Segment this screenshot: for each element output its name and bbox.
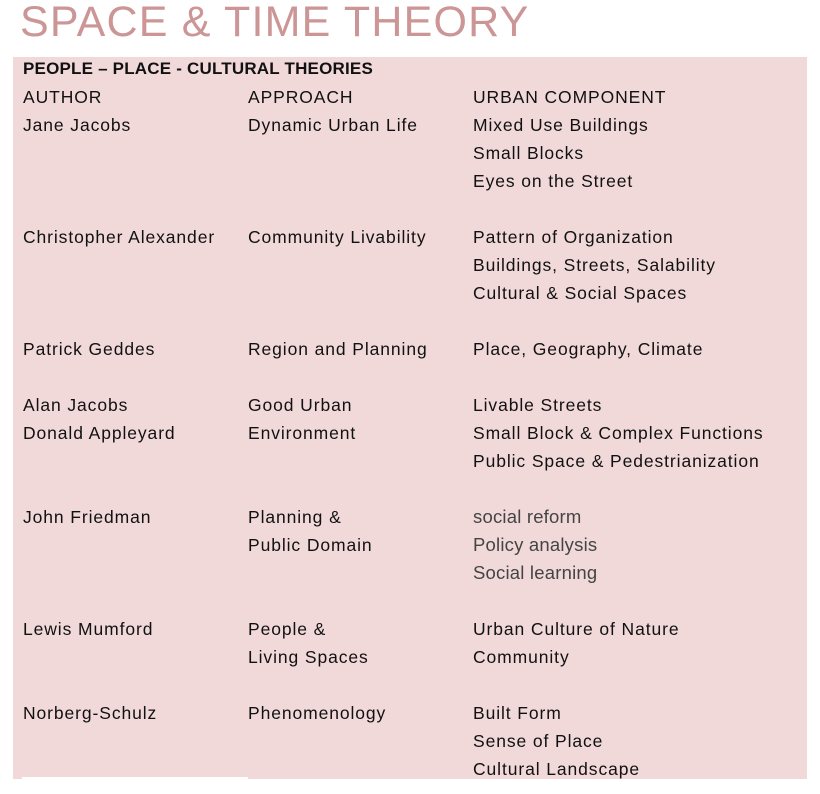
- row-spacer: [23, 363, 803, 391]
- component-line: Livable Streets: [473, 395, 603, 415]
- approach-line: Phenomenology: [248, 703, 387, 723]
- approach-cell: Phenomenology: [248, 699, 473, 783]
- table-row: Christopher Alexander Community Livabilit…: [23, 223, 803, 307]
- author-cell: Christopher Alexander: [23, 223, 248, 307]
- approach-line: Dynamic Urban Life: [248, 115, 418, 135]
- component-line: Eyes on the Street: [473, 171, 634, 191]
- component-cell: Mixed Use Buildings Small Blocks Eyes on t…: [473, 111, 803, 195]
- component-line: Policy analysis: [473, 534, 598, 555]
- component-line: Built Form: [473, 703, 562, 723]
- row-spacer: [23, 671, 803, 699]
- approach-line: People &: [248, 619, 327, 639]
- approach-line: Good Urban: [248, 395, 353, 415]
- author-cell: Jane Jacobs: [23, 111, 248, 195]
- component-line: Social learning: [473, 562, 598, 583]
- component-cell: Urban Culture of Nature Community: [473, 615, 803, 671]
- component-cell: social reform Policy analysis Social learn…: [473, 503, 803, 587]
- section-subtitle: PEOPLE – PLACE - CULTURAL THEORIES: [23, 59, 373, 78]
- author-line: Jane Jacobs: [23, 115, 132, 135]
- approach-line: Living Spaces: [248, 647, 369, 667]
- table-row: Lewis Mumford People & Living Spaces Urban …: [23, 615, 803, 671]
- header-approach: APPROACH: [248, 87, 354, 107]
- component-cell: Place, Geography, Climate: [473, 335, 803, 363]
- approach-cell: Planning & Public Domain: [248, 503, 473, 587]
- approach-cell: Region and Planning: [248, 335, 473, 363]
- theory-table: AUTHOR APPROACH URBAN COMPONENT Jane Jac…: [23, 83, 803, 783]
- header-urban-component: URBAN COMPONENT: [473, 87, 667, 107]
- approach-line: Planning &: [248, 507, 342, 527]
- table-row: Norberg-Schulz Phenomenology Built Form Sen…: [23, 699, 803, 783]
- component-cell: Built Form Sense of Place Cultural Landsca…: [473, 699, 803, 783]
- approach-line: Public Domain: [248, 535, 373, 555]
- author-line: Patrick Geddes: [23, 339, 156, 359]
- author-line: John Friedman: [23, 507, 152, 527]
- component-line: Mixed Use Buildings: [473, 115, 649, 135]
- component-line: Public Space & Pedestrianization: [473, 451, 760, 471]
- approach-cell: Dynamic Urban Life: [248, 111, 473, 195]
- table-row: John Friedman Planning & Public Domain soci…: [23, 503, 803, 587]
- component-line: Community: [473, 647, 570, 667]
- component-line: Cultural Landscape: [473, 759, 640, 779]
- author-line: Norberg-Schulz: [23, 703, 158, 723]
- panel-gap: [22, 777, 248, 781]
- table-row: Jane Jacobs Dynamic Urban Life Mixed Use B…: [23, 111, 803, 195]
- component-line: Small Blocks: [473, 143, 584, 163]
- component-line: Sense of Place: [473, 731, 604, 751]
- author-cell: Patrick Geddes: [23, 335, 248, 363]
- approach-line: Community Livability: [248, 227, 427, 247]
- author-cell: John Friedman: [23, 503, 248, 587]
- row-spacer: [23, 195, 803, 223]
- component-line: social reform: [473, 506, 582, 527]
- component-line: Pattern of Organization: [473, 227, 674, 247]
- component-line: Small Block & Complex Functions: [473, 423, 764, 443]
- author-line: Christopher Alexander: [23, 227, 216, 247]
- approach-cell: People & Living Spaces: [248, 615, 473, 671]
- author-cell: Lewis Mumford: [23, 615, 248, 671]
- author-cell: Alan Jacobs Donald Appleyard: [23, 391, 248, 475]
- row-spacer: [23, 475, 803, 503]
- row-spacer: [23, 307, 803, 335]
- approach-cell: Community Livability: [248, 223, 473, 307]
- table-row: Patrick Geddes Region and Planning Place, …: [23, 335, 803, 363]
- component-line: Cultural & Social Spaces: [473, 283, 688, 303]
- table-header: AUTHOR APPROACH URBAN COMPONENT: [23, 83, 803, 111]
- component-line: Buildings, Streets, Salability: [473, 255, 716, 275]
- page-title: SPACE & TIME THEORY: [20, 0, 530, 46]
- table-body: Jane Jacobs Dynamic Urban Life Mixed Use B…: [23, 111, 803, 783]
- component-cell: Pattern of Organization Buildings, Street…: [473, 223, 803, 307]
- table-row: Alan Jacobs Donald Appleyard Good Urban Env…: [23, 391, 803, 475]
- header-author: AUTHOR: [23, 87, 103, 107]
- approach-line: Region and Planning: [248, 339, 428, 359]
- author-line: Lewis Mumford: [23, 619, 154, 639]
- author-cell: Norberg-Schulz: [23, 699, 248, 783]
- approach-line: Environment: [248, 423, 357, 443]
- component-line: Place, Geography, Climate: [473, 339, 704, 359]
- component-line: Urban Culture of Nature: [473, 619, 680, 639]
- approach-cell: Good Urban Environment: [248, 391, 473, 475]
- author-line: Donald Appleyard: [23, 423, 176, 443]
- component-cell: Livable Streets Small Block & Complex Fun…: [473, 391, 803, 475]
- author-line: Alan Jacobs: [23, 395, 129, 415]
- theory-panel: [13, 57, 807, 779]
- row-spacer: [23, 587, 803, 615]
